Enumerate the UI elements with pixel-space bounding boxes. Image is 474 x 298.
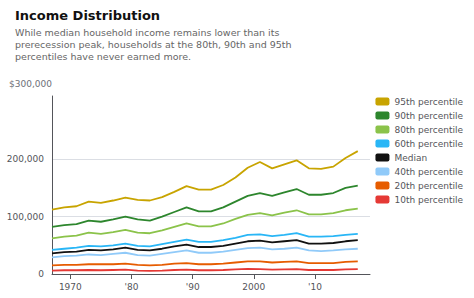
svg-text:100,000: 100,000: [7, 212, 44, 222]
svg-text:1970: 1970: [59, 282, 82, 292]
svg-text:20th percentile: 20th percentile: [394, 181, 463, 191]
svg-text:10th percentile: 10th percentile: [394, 195, 463, 205]
svg-text:While median household income: While median household income remains lo…: [15, 27, 279, 38]
svg-text:80th percentile: 80th percentile: [394, 125, 463, 135]
svg-text:0: 0: [38, 269, 44, 279]
svg-text:prerecession peak, households: prerecession peak, households at the 80t…: [15, 39, 292, 50]
svg-text:60th percentile: 60th percentile: [394, 139, 463, 149]
svg-text:'90: '90: [186, 282, 200, 292]
svg-text:$300,000: $300,000: [9, 79, 52, 89]
svg-text:200,000: 200,000: [7, 154, 44, 164]
svg-text:'10: '10: [308, 282, 322, 292]
svg-text:90th percentile: 90th percentile: [394, 111, 463, 121]
svg-text:2000: 2000: [242, 282, 265, 292]
svg-text:percentiles have never earned: percentiles have never earned more.: [15, 51, 191, 62]
svg-text:Income Distribution: Income Distribution: [15, 8, 160, 23]
svg-text:95th percentile: 95th percentile: [394, 97, 463, 107]
svg-text:Median: Median: [394, 153, 427, 163]
svg-text:'80: '80: [125, 282, 139, 292]
svg-text:40th percentile: 40th percentile: [394, 167, 463, 177]
